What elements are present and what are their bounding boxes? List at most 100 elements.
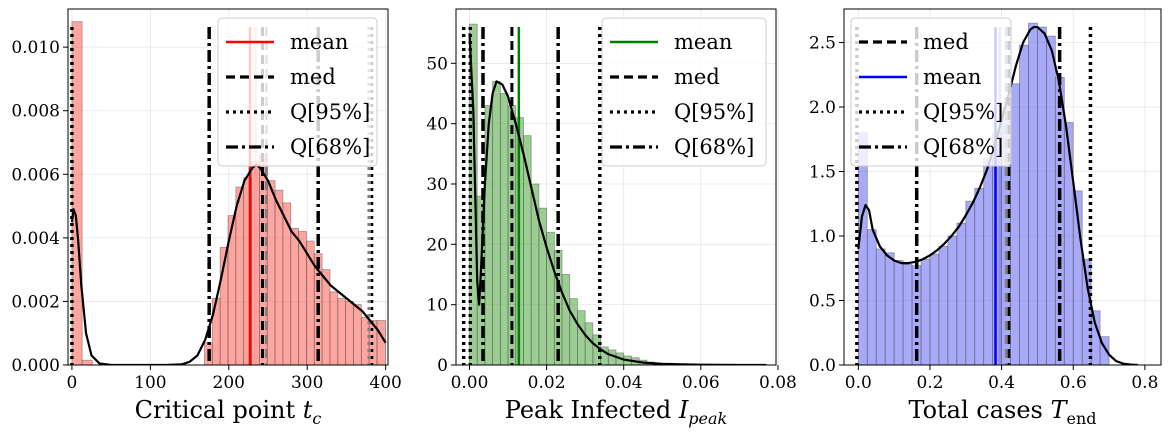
- histogram-bar: [353, 304, 362, 365]
- x-tick-label: 0.2: [916, 373, 943, 393]
- histogram-bar: [235, 186, 245, 365]
- y-tick-label: 0.002: [11, 292, 60, 312]
- plot-area: [461, 23, 767, 365]
- x-tick-label: 400: [369, 373, 401, 393]
- legend-box: [601, 17, 767, 167]
- legend: mean med Q[95%] Q[68%]: [601, 17, 767, 167]
- histogram-bar: [938, 245, 949, 365]
- histogram-bar: [884, 252, 895, 365]
- legend-box: [850, 17, 1012, 167]
- histogram-bar: [902, 263, 913, 365]
- histogram-bar: [376, 320, 387, 365]
- histogram-bar: [329, 291, 339, 365]
- panel-1: 0 100 200 300 400 0.000 0.002 0.004 0.006 0.008 0.…: [11, 8, 402, 428]
- histogram-bar: [71, 21, 83, 365]
- y-tick-label: 0.008: [11, 102, 60, 122]
- histogram-bar: [266, 180, 276, 365]
- axes-frame: [455, 8, 777, 366]
- legend-label: mean: [674, 30, 732, 54]
- x-tick-label: 0.04: [605, 373, 643, 393]
- histogram-bar: [584, 322, 594, 365]
- y-tick-label: 40: [426, 115, 448, 135]
- legend-label: Q[95%]: [674, 100, 754, 124]
- histogram-bar: [1099, 336, 1110, 365]
- x-tick-label: 0.4: [988, 373, 1015, 393]
- legend-label: Q[95%]: [923, 100, 1003, 124]
- histogram-bar: [345, 301, 354, 365]
- histogram-bar: [484, 105, 494, 365]
- histogram-bar: [274, 189, 284, 365]
- y-tick-label: 10: [426, 296, 448, 316]
- legend-box: [217, 17, 378, 167]
- histogram-bar: [920, 258, 931, 365]
- legend-label: med: [674, 65, 720, 89]
- histogram-bar: [577, 310, 586, 365]
- x-tick-label: 0.08: [759, 373, 797, 393]
- kde-line: [70, 163, 387, 365]
- histogram-bar: [569, 298, 578, 365]
- histogram-bar: [857, 132, 868, 365]
- histogram-bar: [561, 274, 571, 365]
- histogram-bar: [1028, 22, 1038, 365]
- x-tick-label: 0: [67, 373, 78, 393]
- histogram-bar: [1019, 44, 1029, 365]
- y-tick-label: 0.004: [11, 229, 60, 249]
- histogram-bar: [1090, 310, 1101, 365]
- y-tick-label: 0: [437, 356, 448, 376]
- histogram-bar: [965, 200, 976, 365]
- histogram-bar: [492, 81, 501, 365]
- legend-label: Q[68%]: [290, 135, 370, 159]
- y-tick-label: 20: [426, 235, 448, 255]
- panel-3: 0.0 0.2 0.4 0.6 0.8 0.0 0.5 1.0 1.5 2.0 2.5 Total c…: [809, 8, 1162, 428]
- histogram-bar: [1045, 35, 1056, 365]
- panel-2: 0.00 0.02 0.04 0.06 0.08 0 10 20 30 40 50 Peak Infe…: [426, 8, 797, 428]
- y-tick-label: 0.0: [809, 356, 836, 376]
- histogram-bar: [974, 187, 985, 365]
- x-tick-label: 0.0: [845, 373, 872, 393]
- axes-frame: [67, 8, 389, 366]
- histogram-bar: [1037, 26, 1047, 365]
- histogram-bar: [956, 222, 967, 365]
- legend: med mean Q[95%] Q[68%]: [850, 17, 1012, 167]
- x-tick-label: 0.06: [682, 373, 720, 393]
- histogram-bar: [1063, 122, 1074, 365]
- x-axis-label: Critical point tc: [135, 396, 322, 428]
- histogram-bar: [1010, 83, 1020, 365]
- x-tick-label: 200: [213, 373, 245, 393]
- legend: mean med Q[95%] Q[68%]: [217, 17, 378, 167]
- y-tick-label: 50: [426, 54, 448, 74]
- histogram-bar: [875, 248, 886, 365]
- histogram-bar: [81, 359, 93, 365]
- kde-line: [468, 33, 767, 365]
- legend-label: mean: [290, 30, 348, 54]
- x-axis-label: Total cases Tend: [908, 396, 1096, 428]
- legend-label: med: [290, 65, 336, 89]
- histogram-bar: [866, 229, 877, 365]
- histogram-bar: [893, 260, 904, 365]
- histogram-bar: [983, 158, 994, 365]
- axes-frame: [843, 8, 1162, 366]
- legend-label: Q[95%]: [290, 100, 370, 124]
- y-tick-label: 30: [426, 175, 448, 195]
- histogram-bar: [499, 93, 509, 365]
- x-tick-label: 0.00: [451, 373, 489, 393]
- y-tick-label: 0.000: [11, 356, 60, 376]
- x-tick-label: 0.8: [1131, 373, 1158, 393]
- x-tick-label: 0.02: [528, 373, 566, 393]
- x-tick-label: 100: [134, 373, 166, 393]
- legend-label: mean: [923, 65, 981, 89]
- x-tick-label: 0.6: [1060, 373, 1087, 393]
- legend-label: Q[68%]: [923, 135, 1003, 159]
- histogram-bar: [337, 297, 347, 365]
- y-tick-label: 0.006: [11, 165, 60, 185]
- histogram-bar: [947, 235, 958, 365]
- x-tick-label: 300: [291, 373, 323, 393]
- y-tick-label: 1.5: [809, 163, 836, 183]
- histogram-bar: [929, 253, 940, 365]
- histogram-bar: [290, 227, 299, 365]
- y-tick-label: 2.0: [809, 98, 836, 118]
- y-tick-label: 2.5: [809, 34, 836, 54]
- legend-label: med: [923, 30, 969, 54]
- x-axis-label: Peak Infected Ipeak: [505, 396, 728, 428]
